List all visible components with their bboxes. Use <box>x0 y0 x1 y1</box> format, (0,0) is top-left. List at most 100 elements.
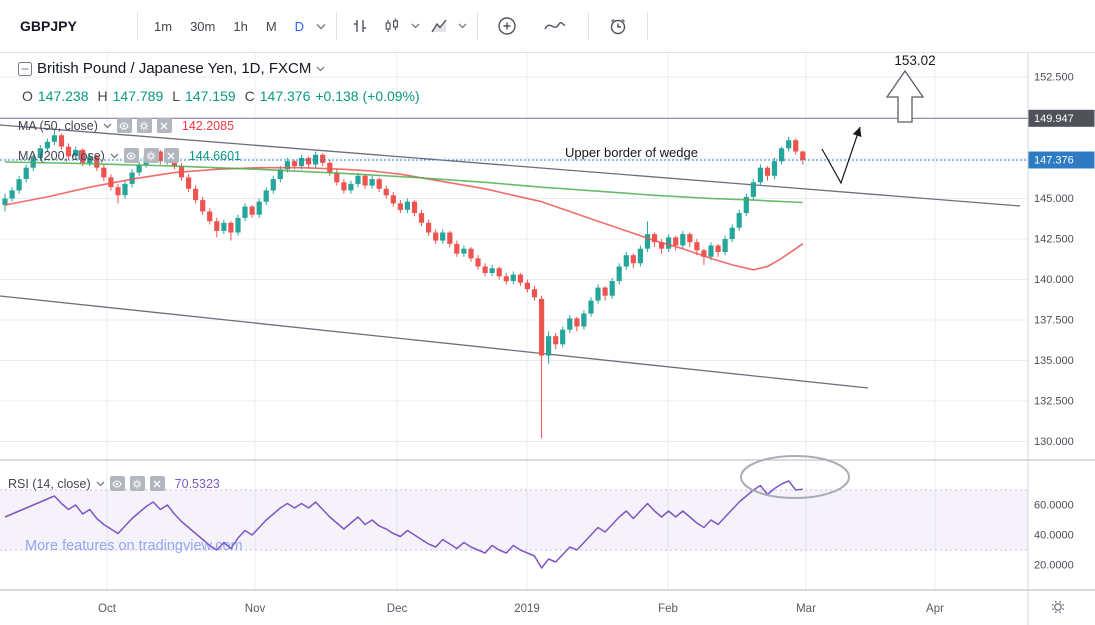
candle <box>256 201 262 215</box>
candle <box>539 298 545 356</box>
rsi-line[interactable] <box>4 480 803 569</box>
candle <box>574 318 580 327</box>
price-tick-label: 137.500 <box>1034 315 1074 327</box>
candle <box>461 248 467 254</box>
candle <box>510 274 516 282</box>
breakout-arrow[interactable] <box>821 126 861 185</box>
target-up-arrow[interactable] <box>885 69 925 123</box>
ma200-line[interactable] <box>4 161 803 204</box>
symbol-button[interactable]: GBPJPY <box>20 18 77 34</box>
candle <box>207 211 213 222</box>
chart-type-candles-icon[interactable] <box>376 10 408 42</box>
candle <box>44 141 50 149</box>
chart-type-caret-icon[interactable] <box>408 23 423 29</box>
gear-icon[interactable] <box>143 148 159 163</box>
candle <box>517 274 523 283</box>
open-label: O <box>22 88 33 104</box>
line-tool-icon[interactable] <box>539 10 571 42</box>
candle <box>263 190 269 202</box>
price-tick-label: 142.500 <box>1034 234 1074 246</box>
wedge-annotation-label[interactable]: Upper border of wedge <box>565 145 698 160</box>
candle <box>334 172 340 183</box>
candle <box>673 237 679 246</box>
eye-icon[interactable] <box>123 148 139 163</box>
rsi-tick-label: 20.0000 <box>1034 560 1074 572</box>
alert-clock-icon[interactable] <box>602 10 634 42</box>
open-value: 147.238 <box>37 88 89 104</box>
candle <box>715 245 721 252</box>
collapse-pane-icon[interactable] <box>18 61 32 76</box>
interval-1m-button[interactable]: 1m <box>154 18 173 34</box>
price-axis[interactable]: 152.500 145.000 142.500 140.000 137.500 135.0… <box>1028 72 1095 572</box>
candle <box>567 318 573 330</box>
close-icon[interactable] <box>163 148 179 163</box>
wedge-lower-trendline[interactable] <box>0 295 869 389</box>
candle <box>454 243 460 254</box>
eye-icon[interactable] <box>109 476 125 491</box>
candle <box>637 248 643 264</box>
candle <box>348 183 354 191</box>
candle <box>468 248 474 259</box>
settings-gear-icon[interactable] <box>1051 600 1065 614</box>
interval-30m-button[interactable]: 30m <box>190 18 216 34</box>
candle <box>129 172 135 184</box>
gear-icon[interactable] <box>136 118 152 133</box>
candle <box>37 148 43 158</box>
close-icon[interactable] <box>149 476 165 491</box>
rsi-peak-ellipse[interactable] <box>740 455 850 499</box>
chevron-down-icon[interactable] <box>96 481 105 487</box>
ma50-line[interactable] <box>4 166 804 271</box>
candle <box>249 206 255 215</box>
interval-M-button[interactable]: M <box>265 18 277 34</box>
candle <box>320 154 326 163</box>
chevron-down-icon[interactable] <box>316 66 325 72</box>
tradingview-watermark-link[interactable]: More features on tradingview.com <box>25 538 243 554</box>
interval-menu-caret-icon[interactable] <box>313 23 329 30</box>
candle <box>383 188 389 196</box>
ma200-label: MA (200, close) <box>18 148 105 163</box>
eye-icon[interactable] <box>116 118 132 133</box>
candle <box>687 234 693 243</box>
time-axis[interactable]: Oct Nov Dec 2019 Feb Mar Apr <box>98 603 944 615</box>
ma50-legend-row[interactable]: MA (50, close) 142.2085 <box>18 118 234 133</box>
ma50-label: MA (50, close) <box>18 118 98 133</box>
chevron-down-icon[interactable] <box>110 153 119 159</box>
ma200-legend-row[interactable]: MA (200, close) 144.6601 <box>18 148 241 163</box>
interval-D-button[interactable]: D <box>294 18 305 34</box>
candle <box>58 135 65 147</box>
low-value: 147.159 <box>185 88 236 104</box>
candle <box>440 232 446 241</box>
target-price-label[interactable]: 153.02 <box>894 53 935 68</box>
close-icon[interactable] <box>156 118 172 133</box>
candle <box>503 276 509 282</box>
candle <box>94 156 100 168</box>
symbol-legend-row[interactable]: British Pound / Japanese Yen, 1D, FXCM <box>18 60 325 77</box>
gear-icon[interactable] <box>129 476 145 491</box>
candle <box>694 242 700 251</box>
time-tick-label: Oct <box>98 603 117 615</box>
candle <box>779 148 785 162</box>
interval-1h-button[interactable]: 1h <box>233 18 248 34</box>
candle <box>800 151 806 160</box>
high-label: H <box>97 88 108 104</box>
indicators-icon[interactable] <box>423 10 455 42</box>
price-label-text: 147.376 <box>1034 155 1074 167</box>
chevron-down-icon[interactable] <box>103 123 112 129</box>
candle <box>327 162 333 173</box>
level-price-label <box>1028 109 1095 127</box>
candle <box>214 221 220 231</box>
candle <box>2 198 8 205</box>
rsi-legend-row[interactable]: RSI (14, close) 70.5323 <box>8 476 220 491</box>
candle <box>623 255 629 267</box>
indicators-caret-icon[interactable] <box>455 23 470 29</box>
candle <box>136 164 142 173</box>
wedge-upper-trendline[interactable] <box>0 124 1021 207</box>
compare-icon[interactable] <box>491 10 523 42</box>
candle <box>659 242 665 249</box>
top-toolbar: GBPJPY 1m 30m 1h M D <box>0 0 1095 53</box>
chart-type-bars-icon[interactable] <box>344 10 376 42</box>
candle <box>23 167 29 179</box>
candle <box>433 232 439 241</box>
